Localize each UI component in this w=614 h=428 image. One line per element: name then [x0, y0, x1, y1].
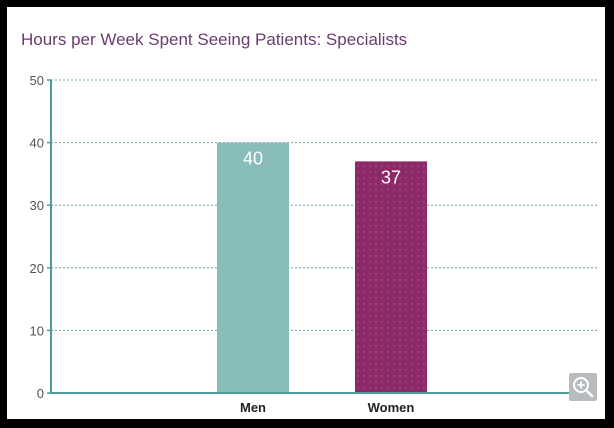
y-tick-label: 20: [30, 261, 44, 276]
x-tick-label: Men: [240, 400, 266, 415]
bar-men: [217, 142, 289, 393]
chart-card: Hours per Week Spent Seeing Patients: Sp…: [7, 7, 605, 419]
chart-title: Hours per Week Spent Seeing Patients: Sp…: [21, 30, 408, 49]
y-tick-label: 50: [30, 73, 44, 88]
data-label: 37: [381, 167, 401, 187]
y-tick-label: 40: [30, 136, 44, 151]
zoom-button[interactable]: [569, 373, 597, 401]
y-tick-label: 10: [30, 323, 44, 338]
y-tick-label: 0: [37, 386, 44, 401]
data-label: 40: [243, 149, 263, 169]
y-tick-label: 30: [30, 198, 44, 213]
bar-texture: [355, 161, 427, 393]
x-tick-label: Women: [368, 400, 415, 415]
zoom-in-icon: [573, 377, 594, 398]
bar-chart: 0 10 20 30 40 50 Men Women 40 37: [30, 73, 597, 415]
